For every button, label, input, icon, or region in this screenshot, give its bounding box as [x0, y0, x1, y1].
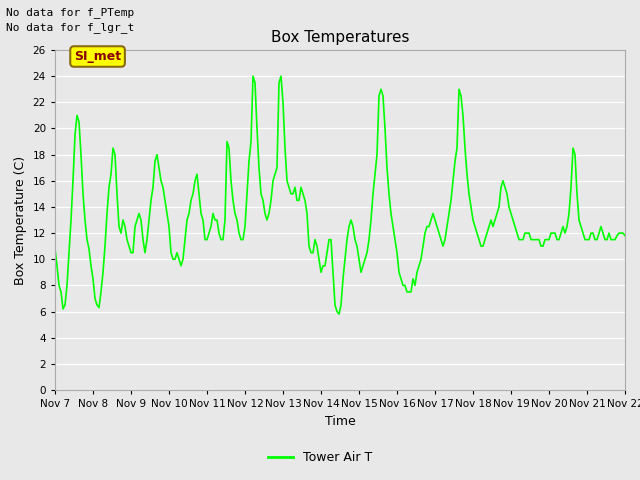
- Text: No data for f_lgr_t: No data for f_lgr_t: [6, 22, 134, 33]
- Title: Box Temperatures: Box Temperatures: [271, 30, 409, 45]
- Legend: Tower Air T: Tower Air T: [263, 446, 377, 469]
- Text: No data for f_PTemp: No data for f_PTemp: [6, 7, 134, 18]
- Text: SI_met: SI_met: [74, 50, 121, 63]
- X-axis label: Time: Time: [324, 415, 355, 428]
- Y-axis label: Box Temperature (C): Box Temperature (C): [14, 156, 27, 285]
